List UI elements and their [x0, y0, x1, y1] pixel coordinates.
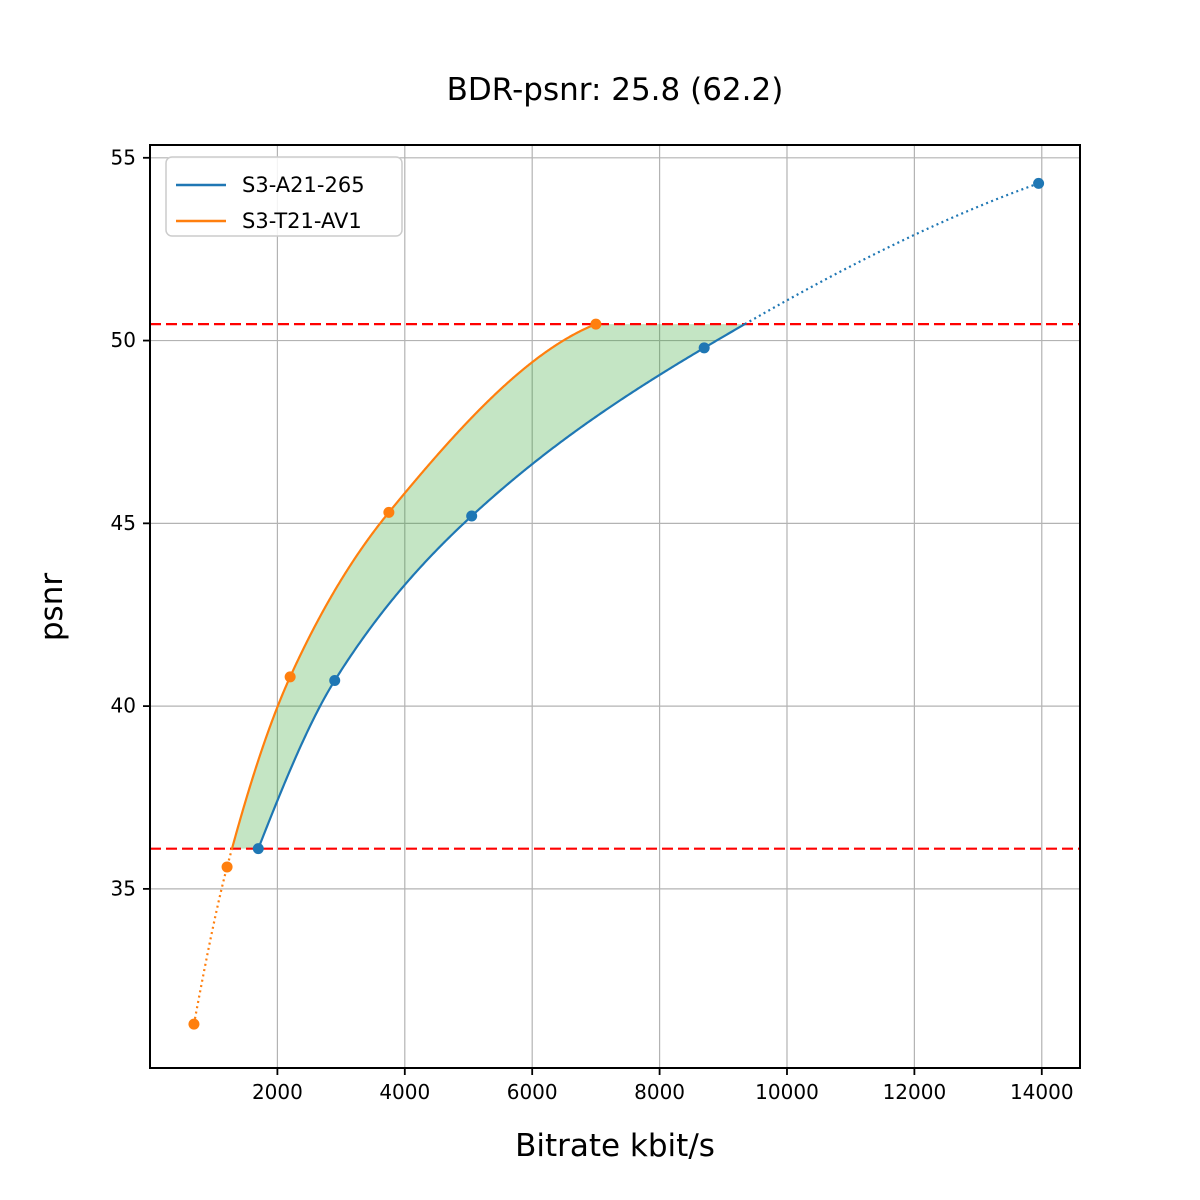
data-point — [590, 318, 602, 330]
y-tick-label: 35 — [111, 876, 136, 900]
legend-box — [165, 156, 403, 237]
x-tick-label: 2000 — [252, 1080, 303, 1104]
ticks — [143, 156, 1043, 1075]
data-point — [252, 843, 264, 855]
curve-segment-dotted — [744, 182, 1039, 326]
markers-s3-t21-av1 — [188, 318, 602, 1030]
x-tick-label: 8000 — [634, 1080, 685, 1104]
data-point — [383, 506, 395, 518]
curve-segment-dotted — [192, 848, 234, 1025]
x-tick-label: 14000 — [1010, 1080, 1074, 1104]
data-point — [221, 861, 233, 873]
data-point — [329, 675, 341, 687]
data-point — [466, 510, 478, 522]
grid — [150, 145, 1080, 1068]
data-point — [188, 1018, 200, 1030]
x-tick-label: 4000 — [379, 1080, 430, 1104]
data-point — [698, 342, 710, 354]
tick-labels: 2000 4000 6000 8000 10000 12000 14000 35 40 45 50 5… — [111, 145, 1074, 1104]
markers-s3-a21-265 — [252, 177, 1045, 855]
y-tick-label: 50 — [111, 328, 136, 352]
curve-segment-solid — [257, 323, 746, 850]
x-tick-label: 12000 — [883, 1080, 947, 1104]
x-axis-label: Bitrate kbit/s — [515, 1128, 715, 1164]
y-axis-label: psnr — [34, 572, 70, 642]
y-tick-label: 40 — [111, 694, 136, 718]
x-tick-label: 10000 — [755, 1080, 819, 1104]
plot-border — [149, 144, 1081, 1069]
y-tick-label: 55 — [111, 145, 136, 169]
y-tick-label: 45 — [111, 511, 136, 535]
curve-s3-a21-265 — [257, 182, 1039, 850]
data-point — [1033, 177, 1045, 189]
chart-title: BDR-psnr: 25.8 (62.2) — [446, 72, 784, 108]
data-point — [284, 671, 296, 683]
legend: S3-A21-265 S3-T21-AV1 — [165, 156, 403, 237]
bd-overlap-region — [231, 324, 745, 849]
legend-label: S3-A21-265 — [242, 173, 365, 197]
x-tick-label: 6000 — [507, 1080, 558, 1104]
legend-label: S3-T21-AV1 — [242, 209, 362, 233]
legend-item-s3-a21-265: S3-A21-265 — [176, 173, 365, 197]
legend-item-s3-t21-av1: S3-T21-AV1 — [176, 209, 362, 233]
